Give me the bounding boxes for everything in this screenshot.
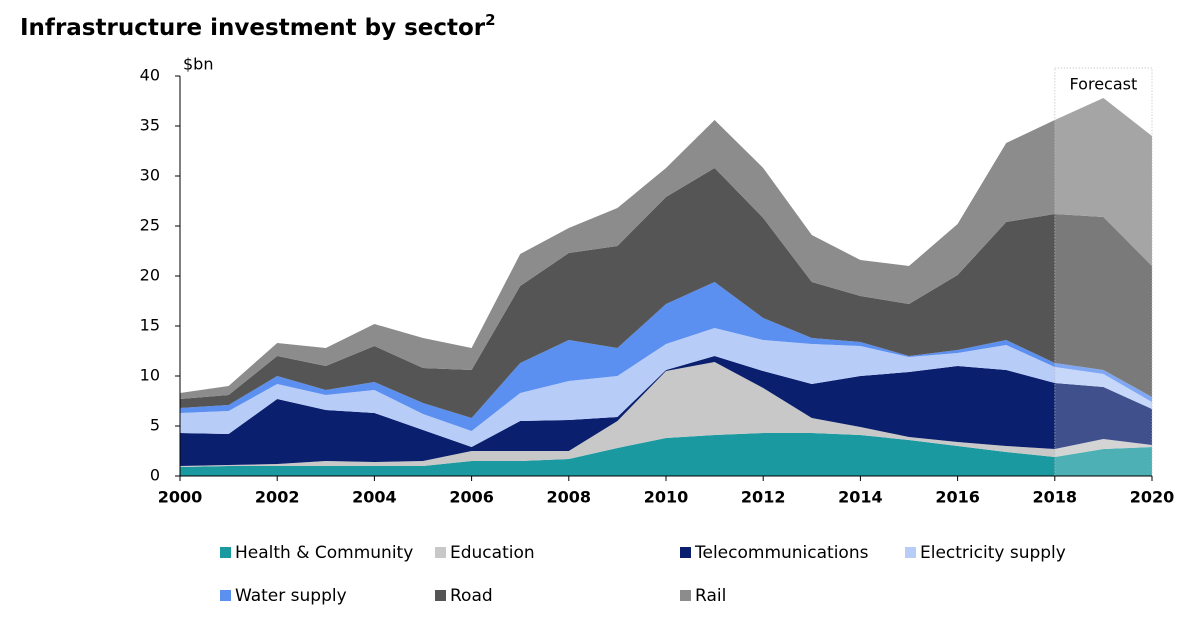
y-tick-label: 40 [140, 66, 160, 85]
legend-label: Education [450, 543, 535, 563]
legend-swatch [680, 590, 691, 601]
chart-title: Infrastructure investment by sector2 [20, 11, 496, 41]
x-tick-label: 2016 [935, 488, 980, 507]
y-tick-label: 10 [140, 366, 160, 385]
legend-swatch [680, 547, 691, 558]
area [180, 328, 1152, 447]
x-tick-label: 2012 [741, 488, 786, 507]
legend-swatch [435, 547, 446, 558]
x-tick-label: 2020 [1130, 488, 1175, 507]
title-text: Infrastructure investment by sector [20, 15, 486, 41]
x-tick-label: 2008 [547, 488, 592, 507]
x-tick-label: 2004 [352, 488, 397, 507]
x-tick-label: 2010 [644, 488, 689, 507]
y-tick-label: 0 [150, 466, 160, 485]
forecast-label: Forecast [1070, 75, 1138, 94]
x-tick-label: 2000 [158, 488, 203, 507]
title-note: 2 [485, 11, 495, 29]
y-tick-label: 25 [140, 216, 160, 235]
y-tick-label: 20 [140, 266, 160, 285]
area [180, 98, 1152, 399]
y-unit: $bn [183, 55, 213, 74]
x-tick-label: 2014 [838, 488, 883, 507]
y-tick-label: 5 [150, 416, 160, 435]
area [180, 433, 1152, 476]
legend-swatch [905, 547, 916, 558]
x-tick-label: 2002 [255, 488, 300, 507]
area [180, 356, 1152, 466]
y-tick-label: 35 [140, 116, 160, 135]
legend-label: Telecommunications [694, 543, 869, 563]
y-tick-label: 30 [140, 166, 160, 185]
legend-label: Electricity supply [920, 543, 1066, 563]
legend-label: Health & Community [235, 543, 413, 563]
area [180, 168, 1152, 418]
legend-swatch [435, 590, 446, 601]
x-tick-label: 2006 [449, 488, 494, 507]
x-tick-label: 2018 [1033, 488, 1078, 507]
legend-label: Road [450, 586, 493, 606]
y-tick-label: 15 [140, 316, 160, 335]
legend-swatch [220, 590, 231, 601]
area [180, 282, 1152, 431]
legend-label: Rail [695, 586, 726, 606]
legend-swatch [220, 547, 231, 558]
forecast-region [1054, 67, 1153, 477]
legend-label: Water supply [235, 586, 347, 606]
area [180, 362, 1152, 467]
